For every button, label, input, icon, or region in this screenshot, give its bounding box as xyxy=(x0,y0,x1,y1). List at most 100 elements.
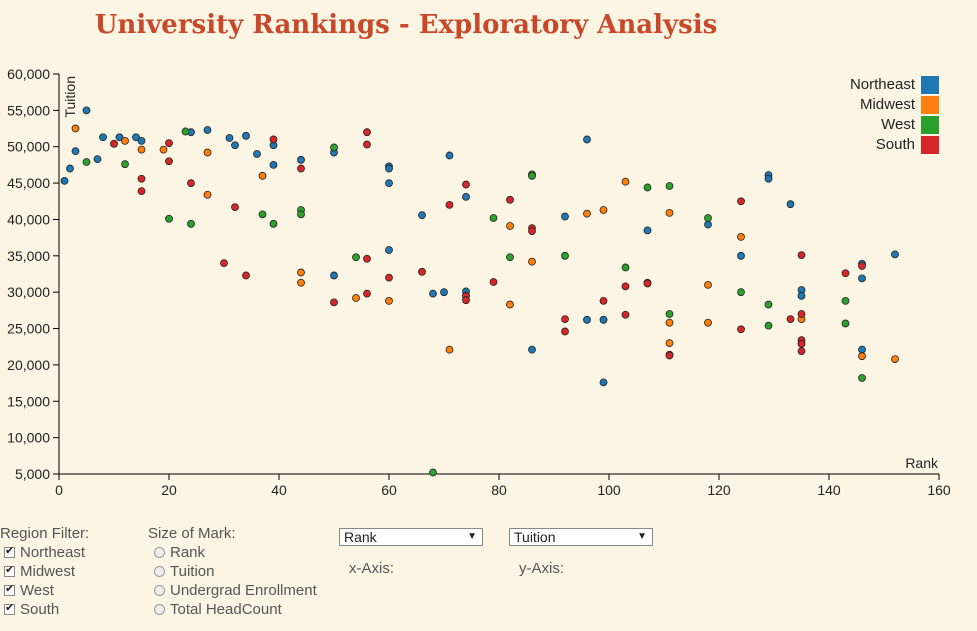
data-point-midwest xyxy=(621,177,630,186)
data-point-south xyxy=(643,279,652,288)
data-point-northeast xyxy=(704,220,712,229)
tuition-radio[interactable] xyxy=(154,566,165,577)
data-point-northeast xyxy=(203,126,212,134)
data-point-west xyxy=(841,297,850,305)
data-point-northeast xyxy=(71,147,80,155)
data-point-northeast xyxy=(231,141,239,150)
data-point-south xyxy=(137,187,146,195)
size-option-rank[interactable]: Rank xyxy=(148,543,317,562)
data-point-northeast xyxy=(737,251,745,260)
total-headcount-radio[interactable] xyxy=(154,604,165,615)
midwest-label: Midwest xyxy=(20,563,76,580)
data-point-south xyxy=(797,347,806,355)
data-point-south xyxy=(786,315,795,323)
data-point-west xyxy=(269,219,278,228)
data-point-south xyxy=(363,254,371,263)
data-point-west xyxy=(82,158,91,166)
data-point-northeast xyxy=(786,200,795,209)
data-point-west xyxy=(665,182,674,190)
data-point-west xyxy=(506,253,514,262)
data-point-northeast xyxy=(599,315,608,324)
undergrad-enrollment-radio[interactable] xyxy=(154,585,165,596)
south-checkbox[interactable] xyxy=(4,601,15,615)
size-option-total-headcount[interactable]: Total HeadCount xyxy=(148,600,317,619)
data-point-northeast xyxy=(385,164,393,173)
total-headcount-option-label: Total HeadCount xyxy=(170,601,282,618)
legend-swatch-south xyxy=(921,136,939,154)
data-point-west xyxy=(621,263,630,272)
legend-label-south: South xyxy=(876,136,915,153)
data-point-west xyxy=(764,300,773,309)
data-point-midwest xyxy=(137,145,146,154)
scatter-chart: 0 20 40 60 80 100 120 140 160 5,000 10,000 15,000 20… xyxy=(7,66,951,498)
data-point-northeast xyxy=(225,134,234,142)
x-tick-label: 20 xyxy=(161,482,177,498)
data-point-west xyxy=(187,219,195,228)
data-point-south xyxy=(462,296,470,305)
data-point-south xyxy=(528,227,536,235)
y-tick-label: 45,000 xyxy=(7,175,50,191)
data-point-midwest xyxy=(203,190,212,199)
data-point-midwest xyxy=(737,233,745,241)
rank-radio[interactable] xyxy=(154,547,165,558)
region-filter: Region Filter: Northeast Midwest West So… xyxy=(0,525,89,619)
data-point-south xyxy=(385,273,393,282)
size-option-undergrad-enrollment[interactable]: Undergrad Enrollment xyxy=(148,581,317,600)
region-filter-midwest[interactable]: Midwest xyxy=(0,562,89,581)
undergrad-enrollment-option-label: Undergrad Enrollment xyxy=(170,582,317,599)
data-point-midwest xyxy=(297,268,305,277)
data-point-northeast xyxy=(445,151,454,160)
data-point-northeast xyxy=(858,345,866,354)
y-axis-label: Tuition xyxy=(62,76,78,118)
y-axis-select[interactable]: Tuition ▼ xyxy=(509,528,653,546)
x-tick-label: 120 xyxy=(707,482,731,498)
data-point-midwest xyxy=(385,297,393,305)
west-checkbox[interactable] xyxy=(4,582,15,596)
data-point-south xyxy=(462,180,470,189)
data-point-west xyxy=(258,210,267,219)
west-label: West xyxy=(20,582,54,599)
data-point-south xyxy=(797,310,806,318)
data-point-south xyxy=(220,259,228,267)
chevron-down-icon: ▼ xyxy=(637,531,647,542)
x-axis-select[interactable]: Rank ▼ xyxy=(339,528,483,546)
data-point-midwest xyxy=(528,257,536,266)
data-point-midwest xyxy=(297,278,305,287)
x-tick-label: 140 xyxy=(817,482,841,498)
data-point-midwest xyxy=(704,281,712,289)
rank-option-label: Rank xyxy=(170,544,206,561)
region-filter-south[interactable]: South xyxy=(0,600,89,619)
data-point-midwest xyxy=(665,209,674,217)
data-point-northeast xyxy=(269,161,278,169)
legend-swatch-west xyxy=(921,116,939,134)
data-point-west xyxy=(297,210,305,219)
y-tick-label: 10,000 xyxy=(7,430,50,446)
region-filter-west[interactable]: West xyxy=(0,581,89,600)
data-point-west xyxy=(165,214,173,223)
data-point-south xyxy=(187,179,195,187)
data-points xyxy=(60,106,899,477)
midwest-checkbox[interactable] xyxy=(4,563,15,577)
legend-label-midwest: Midwest xyxy=(860,96,916,113)
data-point-west xyxy=(181,127,190,136)
data-point-northeast xyxy=(330,271,338,280)
x-axis-select-value: Rank xyxy=(344,529,377,545)
data-point-south xyxy=(737,197,745,206)
northeast-checkbox[interactable] xyxy=(4,544,15,558)
legend-swatch-northeast xyxy=(921,76,939,94)
data-point-south xyxy=(363,289,371,298)
data-point-south xyxy=(330,298,338,307)
region-filter-northeast[interactable]: Northeast xyxy=(0,543,89,562)
data-point-northeast xyxy=(561,212,569,221)
south-label: South xyxy=(20,601,60,618)
data-point-south xyxy=(137,174,146,183)
x-tick-label: 80 xyxy=(491,482,507,498)
data-point-west xyxy=(841,319,850,328)
data-point-midwest xyxy=(583,209,591,218)
size-option-tuition[interactable]: Tuition xyxy=(148,562,317,581)
data-point-south xyxy=(363,128,371,137)
data-point-west xyxy=(764,321,773,330)
data-point-south xyxy=(418,267,426,276)
legend-swatch-midwest xyxy=(921,96,939,114)
x-tick-label: 0 xyxy=(55,482,63,498)
